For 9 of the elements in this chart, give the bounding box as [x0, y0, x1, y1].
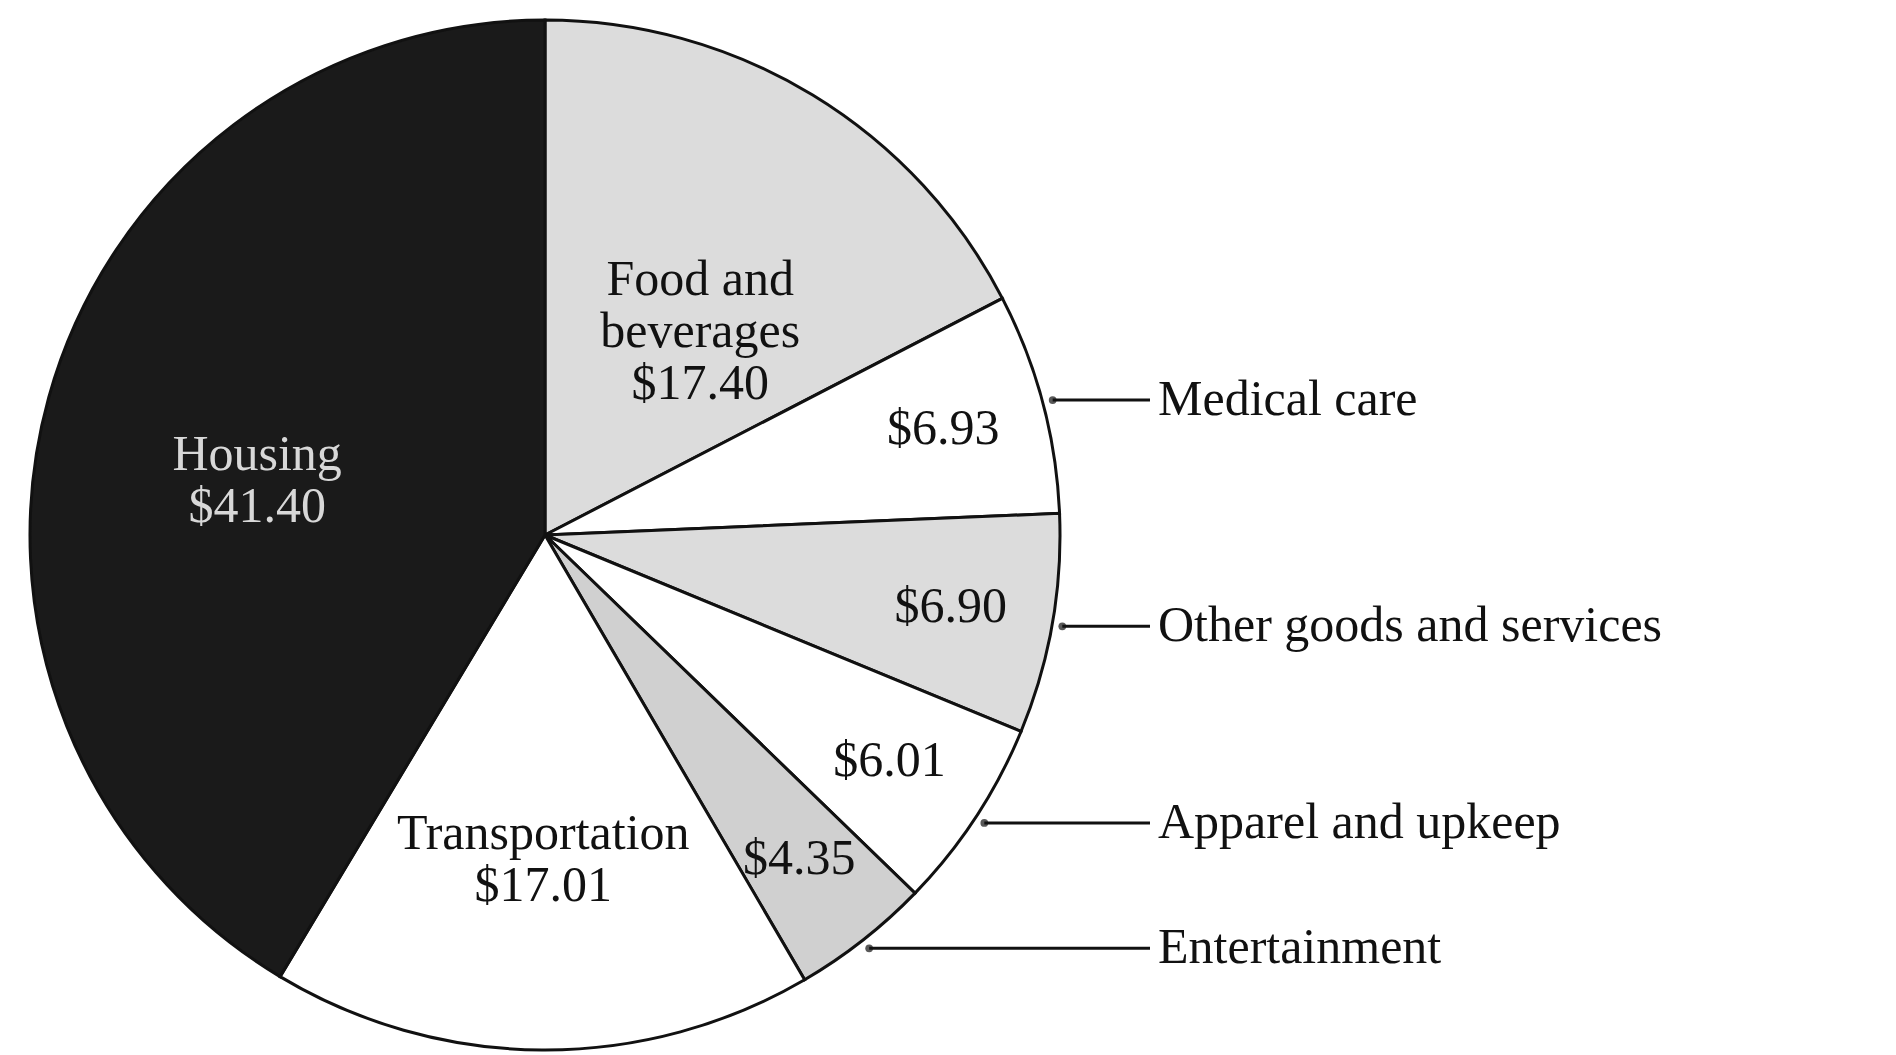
- data-label: $6.90: [894, 576, 1007, 633]
- data-label: $4.35: [743, 829, 856, 886]
- slice-label: Entertainment: [1158, 918, 1442, 975]
- legend-label: Medical care: [1158, 370, 1418, 427]
- slice-label: Other goods and services: [1158, 596, 1663, 653]
- data-label: $6.01: [833, 730, 946, 787]
- slice-label: Housing: [172, 425, 342, 482]
- slice-label: Apparel and upkeep: [1158, 792, 1561, 849]
- data-label: $6.93: [886, 399, 1000, 456]
